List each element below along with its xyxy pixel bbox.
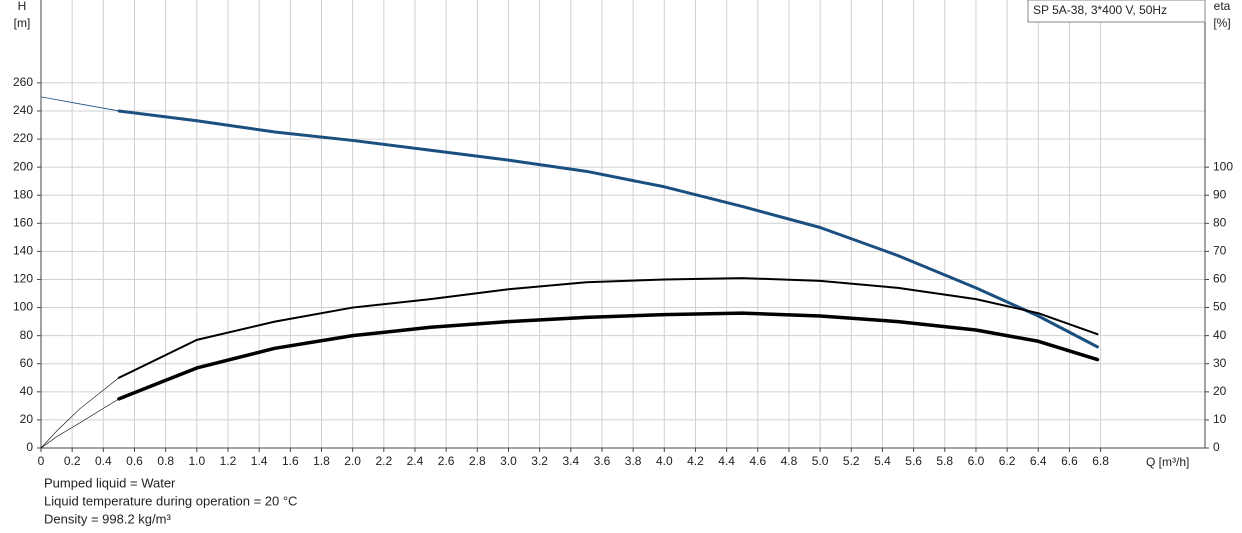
x-tick-label: 0.2: [64, 454, 81, 468]
x-tick-label: 2.8: [469, 454, 486, 468]
x-tick-label: 6.0: [968, 454, 985, 468]
x-tick-label: 3.4: [562, 454, 579, 468]
y2-unit: [%]: [1213, 16, 1230, 30]
x-tick-label: 1.0: [188, 454, 205, 468]
y2-tick-label: 20: [1213, 384, 1227, 398]
x-tick-label: 5.8: [936, 454, 953, 468]
x-tick-label: 2.4: [407, 454, 424, 468]
y-tick-label: 20: [20, 412, 34, 426]
x-tick-label: 1.2: [220, 454, 237, 468]
y-tick-label: 240: [13, 103, 33, 117]
box-title: SP 5A-38, 3*400 V, 50Hz: [1033, 3, 1167, 17]
x-tick-label: 0.8: [157, 454, 174, 468]
y-tick-label: 180: [13, 187, 33, 201]
y2-tick-label: 70: [1213, 244, 1227, 258]
y-unit: [m]: [14, 16, 31, 30]
note: Liquid temperature during operation = 20…: [44, 493, 297, 508]
x-tick-label: 3.8: [625, 454, 642, 468]
y2-tick-label: 80: [1213, 215, 1227, 229]
x-tick-label: 5.4: [874, 454, 891, 468]
curve: [117, 109, 1099, 349]
x-tick-label: 2.6: [438, 454, 455, 468]
curve: [40, 96, 120, 112]
curve: [40, 377, 120, 449]
y2-tick-label: 10: [1213, 412, 1227, 426]
y-tick-label: 100: [13, 300, 33, 314]
x-tick-label: 6.8: [1092, 454, 1109, 468]
x-tick-label: 4.0: [656, 454, 673, 468]
x-tick-label: 4.2: [687, 454, 704, 468]
y2-tick-label: 40: [1213, 328, 1227, 342]
x-tick-label: 2.2: [375, 454, 392, 468]
title-box: [1027, 0, 1206, 23]
x-tick-label: 5.6: [905, 454, 922, 468]
x-tick-label: 1.6: [282, 454, 299, 468]
y2-tick-label: 50: [1213, 300, 1227, 314]
y2-tick-label: 100: [1213, 159, 1233, 173]
y-tick-label: 80: [20, 328, 34, 342]
y2-tick-label: 0: [1213, 440, 1220, 454]
x-tick-label: 2.0: [344, 454, 361, 468]
x-tick-label: 0: [38, 454, 45, 468]
x-tick-label: 3.6: [594, 454, 611, 468]
y2-tick-label: 60: [1213, 272, 1227, 286]
x-tick-label: 6.4: [1030, 454, 1047, 468]
y2-tick-label: 90: [1213, 187, 1227, 201]
x-tick-label: 5.2: [843, 454, 860, 468]
note: Pumped liquid = Water: [44, 475, 176, 490]
x-tick-label: 4.8: [781, 454, 798, 468]
x-tick-label: 1.8: [313, 454, 330, 468]
x-tick-label: 6.2: [999, 454, 1016, 468]
y-label: H: [18, 0, 27, 13]
curve: [40, 398, 120, 449]
y-tick-label: 120: [13, 272, 33, 286]
y-tick-label: 60: [20, 356, 34, 370]
y-tick-label: 40: [20, 384, 34, 398]
note: Density = 998.2 kg/m³: [44, 511, 171, 526]
curve: [117, 311, 1100, 401]
y-tick-label: 160: [13, 215, 33, 229]
y-tick-label: 260: [13, 75, 33, 89]
y-tick-label: 220: [13, 131, 33, 145]
x-tick-label: 1.4: [251, 454, 268, 468]
x-tick-label: 3.2: [531, 454, 548, 468]
x-tick-label: 3.0: [500, 454, 517, 468]
x-tick-label: 5.0: [812, 454, 829, 468]
y2-tick-label: 30: [1213, 356, 1227, 370]
x-label: Q [m³/h]: [1146, 455, 1189, 469]
x-tick-label: 6.6: [1061, 454, 1078, 468]
y-tick-label: 140: [13, 244, 33, 258]
curve: [117, 277, 1099, 379]
y-tick-label: 0: [26, 440, 33, 454]
y2-label: eta: [1214, 0, 1231, 13]
y-tick-label: 200: [13, 159, 33, 173]
x-tick-label: 4.4: [718, 454, 735, 468]
x-tick-label: 0.6: [126, 454, 143, 468]
x-tick-label: 4.6: [749, 454, 766, 468]
x-tick-label: 0.4: [95, 454, 112, 468]
